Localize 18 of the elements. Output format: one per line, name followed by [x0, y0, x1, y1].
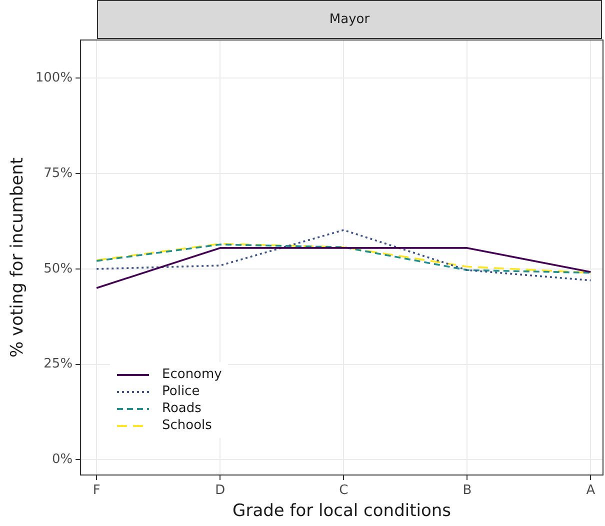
x-tick-label: C [339, 483, 348, 498]
x-tick-label: D [215, 483, 226, 498]
y-tick-label: 100% [35, 70, 73, 86]
x-tick-label: A [586, 483, 596, 498]
legend-label: Police [162, 384, 200, 399]
y-tick-label: 75% [44, 166, 73, 181]
y-tick-label: 25% [44, 356, 73, 372]
x-tick-label: B [462, 483, 472, 498]
y-tick-label: 0% [52, 452, 73, 468]
x-tick-label: F [92, 483, 100, 498]
y-axis-title: % voting for incumbent [8, 157, 28, 358]
legend-label: Roads [162, 401, 202, 416]
legend-label: Economy [162, 367, 222, 382]
chart-title: Mayor [97, 0, 602, 39]
y-tick-label: 50% [44, 261, 73, 276]
legend-label: Schools [162, 418, 212, 433]
line-series [96, 229, 592, 282]
x-axis-title: Grade for local conditions [232, 501, 452, 522]
